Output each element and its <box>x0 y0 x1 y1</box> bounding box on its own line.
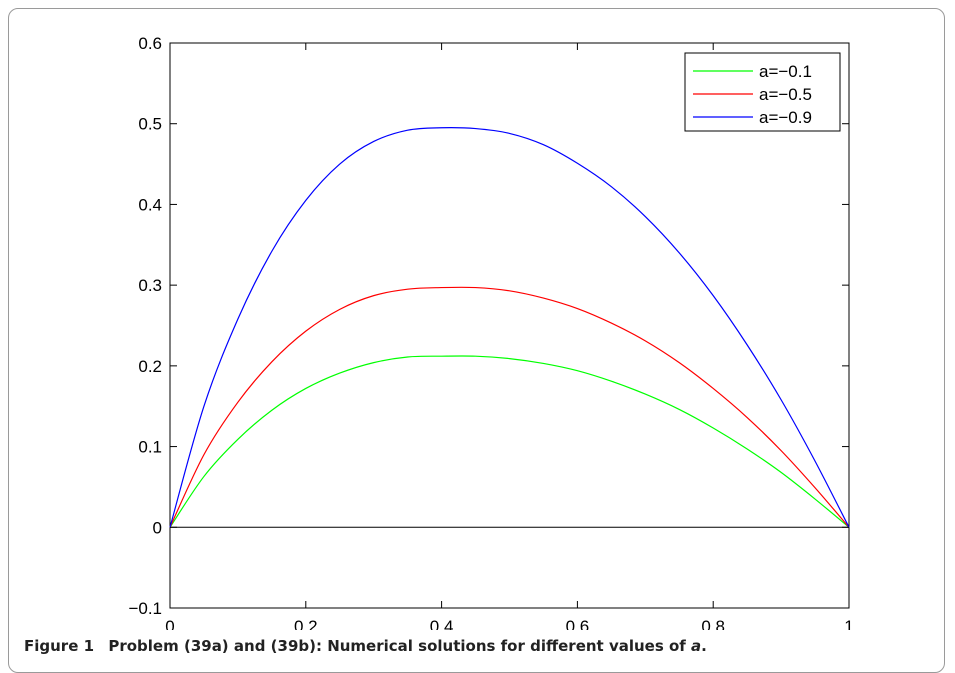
x-tick-label: 0.8 <box>701 617 725 630</box>
series-line-1 <box>169 355 850 528</box>
y-tick-label: 0.1 <box>138 438 162 457</box>
series-layer <box>169 127 850 528</box>
legend: a=−0.1 a=−0.5 a=−0.9 <box>684 52 841 132</box>
y-tick-label: 0.6 <box>138 34 162 53</box>
plot-area <box>169 42 850 609</box>
y-tick-label: 0 <box>153 518 162 537</box>
legend-label: a=−0.1 <box>759 62 812 81</box>
caption-end: . <box>701 637 707 655</box>
legend-label: a=−0.5 <box>759 85 812 104</box>
y-tick-label: −0.1 <box>128 599 162 618</box>
legend-label: a=−0.9 <box>759 108 812 127</box>
line-chart: 0 0.2 0.4 0.6 0.8 1−0.100.10.20.30.40.50.6 a=… <box>128 34 853 630</box>
x-tick-label: 0.2 <box>294 617 318 630</box>
series-line-3 <box>169 127 850 528</box>
series-line-2 <box>169 286 850 528</box>
figure-caption: Figure 1 Problem (39a) and (39b): Numeri… <box>24 637 707 655</box>
y-tick-label: 0.4 <box>138 195 162 214</box>
figure-label: Figure 1 <box>24 637 95 655</box>
y-tick-label: 0.5 <box>138 115 162 134</box>
ticks-layer: 0 0.2 0.4 0.6 0.8 1−0.100.10.20.30.40.50.6 <box>128 34 853 630</box>
x-tick-label: 0.6 <box>566 617 590 630</box>
x-tick-label: 1 <box>844 617 853 630</box>
y-tick-label: 0.2 <box>138 357 162 376</box>
caption-text: Problem (39a) and (39b): Numerical solut… <box>108 637 692 655</box>
legend-box <box>684 52 841 132</box>
caption-variable: a <box>691 637 702 655</box>
x-tick-label: 0.4 <box>430 617 454 630</box>
x-tick-label: 0 <box>165 617 174 630</box>
y-tick-label: 0.3 <box>138 276 162 295</box>
